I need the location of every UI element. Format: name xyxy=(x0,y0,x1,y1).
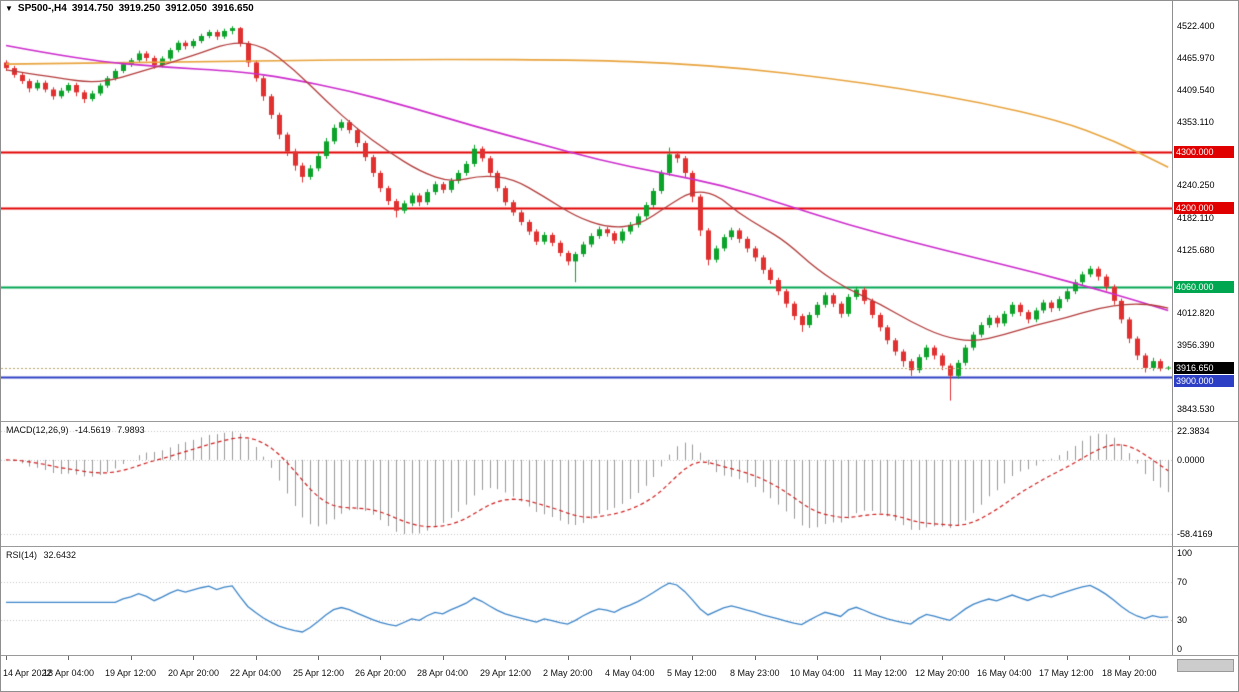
time-tick xyxy=(942,656,943,660)
rsi-axis-tick: 70 xyxy=(1177,576,1188,587)
time-tick xyxy=(692,656,693,660)
time-axis-label: 14 Apr 2022 xyxy=(3,668,52,678)
price-axis-tick: 4522.400 xyxy=(1177,21,1215,32)
price-axis-tick: 3843.530 xyxy=(1177,403,1215,414)
time-tick xyxy=(256,656,257,660)
time-axis-label: 20 Apr 20:00 xyxy=(168,668,220,678)
price-badge: 3916.650 xyxy=(1174,362,1234,374)
macd-axis-tick: 22.3834 xyxy=(1177,426,1210,437)
time-tick xyxy=(68,656,69,660)
time-axis-label: 28 Apr 04:00 xyxy=(417,668,469,678)
time-tick xyxy=(193,656,194,660)
quote-close-value: 3916.650 xyxy=(212,3,254,14)
time-tick xyxy=(1067,656,1068,660)
macd-axis-tick: -58.4169 xyxy=(1177,529,1213,540)
time-tick xyxy=(630,656,631,660)
rsi-axis[interactable]: 100 70 30 0 xyxy=(1172,547,1238,655)
time-tick xyxy=(1004,656,1005,660)
price-axis[interactable]: 4522.400 4465.970 4409.540 4353.110 4240.250… xyxy=(1172,1,1238,421)
macd-name: MACD(12,26,9) xyxy=(6,425,69,435)
rsi-axis-tick: 100 xyxy=(1177,548,1193,558)
rsi-name: RSI(14) xyxy=(6,550,38,560)
time-axis-label: 17 May 12:00 xyxy=(1039,668,1094,678)
price-axis-tick: 4012.820 xyxy=(1177,308,1215,319)
time-axis-label: 25 Apr 12:00 xyxy=(293,668,345,678)
rsi-indicator-panel: 100 70 30 0 RSI(14) 32.6432 xyxy=(1,547,1238,656)
time-axis-label: 26 Apr 20:00 xyxy=(355,668,407,678)
time-axis-label: 18 May 20:00 xyxy=(1102,668,1157,678)
time-axis-label: 16 May 04:00 xyxy=(977,668,1032,678)
macd-indicator-panel: 22.3834 0.0000 -58.4169 MACD(12,26,9) -14.… xyxy=(1,422,1238,547)
rsi-label: RSI(14) 32.6432 xyxy=(6,550,80,560)
price-badge: 3900.000 xyxy=(1174,375,1234,387)
price-axis-tick: 4409.540 xyxy=(1177,84,1215,95)
quote-low-value: 3912.050 xyxy=(165,3,207,14)
quote-overlay: ▼ SP500-,H4 3914.750 3919.250 3912.050 3… xyxy=(5,3,254,14)
time-axis-label: 5 May 12:00 xyxy=(667,668,717,678)
price-axis-tick: 4353.110 xyxy=(1177,116,1214,127)
time-tick xyxy=(880,656,881,660)
price-chart-canvas[interactable] xyxy=(1,1,1172,421)
time-tick xyxy=(568,656,569,660)
window-resize-corner xyxy=(1177,659,1234,672)
macd-main-value: -14.5619 xyxy=(75,425,111,435)
time-tick xyxy=(755,656,756,660)
rsi-axis-tick: 0 xyxy=(1177,644,1183,654)
price-badge: 4060.000 xyxy=(1174,281,1234,293)
quote-open-value: 3914.750 xyxy=(71,3,114,14)
time-tick xyxy=(131,656,132,660)
price-axis-tick: 4240.250 xyxy=(1177,180,1215,191)
one-click-trading-toggle-icon[interactable]: ▼ xyxy=(5,4,13,13)
time-axis[interactable]: 14 Apr 2022 18 Apr 04:00 19 Apr 12:00 20 Ap… xyxy=(1,656,1172,691)
macd-canvas[interactable] xyxy=(1,422,1172,546)
time-axis-label: 4 May 04:00 xyxy=(605,668,655,678)
price-axis-tick: 4465.970 xyxy=(1177,52,1215,63)
price-axis-tick: 4182.110 xyxy=(1177,212,1214,223)
time-axis-label: 10 May 04:00 xyxy=(790,668,845,678)
time-tick xyxy=(443,656,444,660)
time-tick xyxy=(817,656,818,660)
time-axis-label: 12 May 20:00 xyxy=(915,668,970,678)
time-axis-label: 2 May 20:00 xyxy=(543,668,593,678)
time-axis-label: 18 Apr 04:00 xyxy=(43,668,95,678)
time-axis-label: 19 Apr 12:00 xyxy=(105,668,157,678)
time-axis-label: 29 Apr 12:00 xyxy=(480,668,532,678)
time-tick xyxy=(380,656,381,660)
rsi-value: 32.6432 xyxy=(43,550,77,560)
rsi-canvas[interactable] xyxy=(1,547,1172,655)
macd-label: MACD(12,26,9) -14.5619 7.9893 xyxy=(6,425,149,435)
price-badge: 4200.000 xyxy=(1174,202,1234,214)
price-badge: 4300.000 xyxy=(1174,146,1234,158)
rsi-axis-tick: 30 xyxy=(1177,615,1188,626)
time-tick xyxy=(318,656,319,660)
time-tick xyxy=(6,656,7,660)
symbol-period-label: SP500-,H4 xyxy=(17,3,67,14)
macd-axis[interactable]: 22.3834 0.0000 -58.4169 xyxy=(1172,422,1238,546)
time-axis-label: 11 May 12:00 xyxy=(853,668,907,678)
macd-signal-value: 7.9893 xyxy=(117,425,145,435)
price-axis-tick: 3956.390 xyxy=(1177,340,1215,351)
time-tick xyxy=(505,656,506,660)
quote-high-value: 3919.250 xyxy=(118,3,161,14)
price-chart-panel: 4522.400 4465.970 4409.540 4353.110 4240.250… xyxy=(1,1,1238,422)
macd-axis-tick: 0.0000 xyxy=(1177,454,1205,465)
time-axis-label: 22 Apr 04:00 xyxy=(230,668,282,678)
time-tick xyxy=(1129,656,1130,660)
time-axis-label: 8 May 23:00 xyxy=(730,668,780,678)
price-axis-tick: 4125.680 xyxy=(1177,244,1215,255)
